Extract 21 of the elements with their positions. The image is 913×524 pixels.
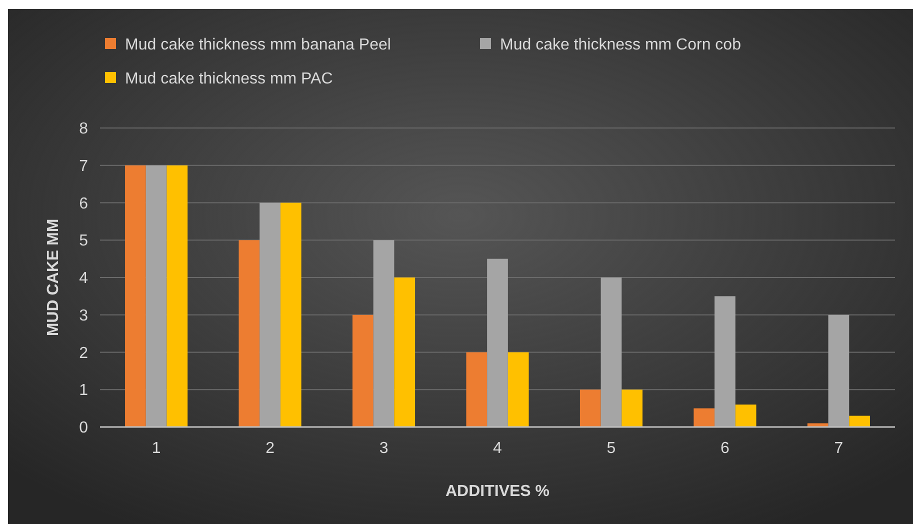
y-tick-label: 4 [79, 270, 88, 288]
x-tick-label: 2 [266, 440, 275, 457]
legend-label: Mud cake thickness mm banana Peel [125, 36, 391, 54]
x-tick-label: 7 [834, 440, 844, 457]
y-tick-label: 1 [79, 382, 88, 400]
legend-label: Mud cake thickness mm PAC [125, 70, 333, 88]
x-axis-title: ADDITIVES % [445, 483, 550, 500]
x-tick-label: 4 [493, 440, 502, 457]
x-tick-label: 1 [152, 440, 161, 457]
y-tick-label: 7 [79, 158, 88, 175]
y-tick-label: 3 [79, 307, 88, 324]
y-tick-label: 0 [79, 420, 88, 437]
y-tick-label: 6 [79, 195, 88, 212]
x-tick-label: 6 [720, 440, 730, 457]
x-tick-label: 5 [606, 440, 616, 457]
y-tick-label: 8 [79, 120, 88, 138]
y-tick-label: 5 [79, 232, 88, 250]
legend-label: Mud cake thickness mm Corn cob [500, 36, 742, 54]
y-tick-label: 2 [79, 344, 88, 362]
y-axis-title: MUD CAKE MM [45, 218, 62, 336]
x-tick-label: 3 [379, 440, 388, 457]
